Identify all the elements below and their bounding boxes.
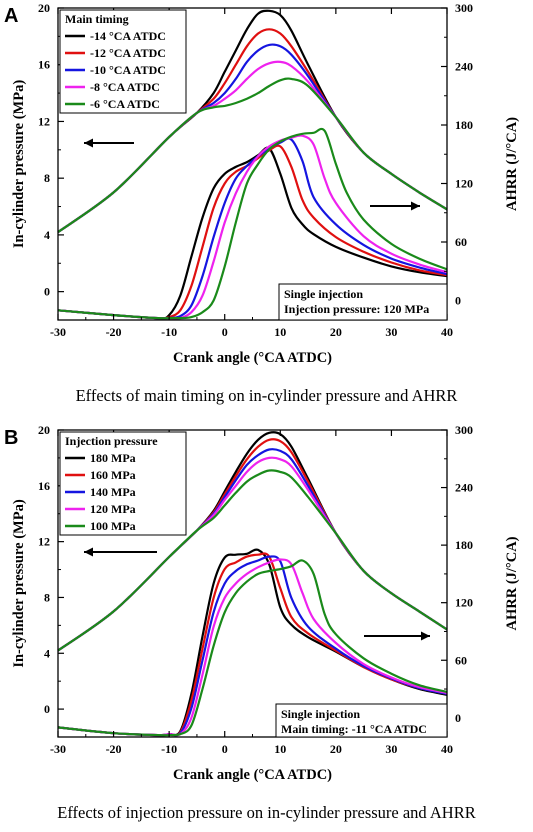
- y2-axis-label: AHRR (J/°CA): [504, 117, 520, 211]
- ahrr-line-0: [57, 146, 448, 320]
- y-tick-label: 8: [44, 590, 50, 604]
- left-axis-arrow-head: [84, 547, 93, 557]
- legend-entry: -6 °CA ATDC: [90, 97, 160, 111]
- y2-tick-label: 120: [455, 596, 473, 610]
- y2-tick-label: 0: [455, 294, 461, 308]
- pressure-line-4: [57, 77, 448, 233]
- legend-title: Main timing: [65, 12, 129, 26]
- y2-tick-label: 240: [455, 60, 473, 74]
- legend-entry: 120 MPa: [90, 502, 136, 516]
- y-tick-label: 16: [38, 58, 50, 72]
- x-tick-label: -30: [50, 742, 66, 756]
- x-tick-label: -30: [50, 325, 66, 339]
- y-tick-label: 0: [44, 702, 50, 716]
- x-tick-label: 30: [385, 325, 397, 339]
- x-tick-label: 40: [441, 325, 453, 339]
- legend-entry: 140 MPa: [90, 485, 136, 499]
- annotation-line: Single injection: [281, 707, 360, 721]
- x-tick-label: -20: [106, 325, 122, 339]
- y2-tick-label: 180: [455, 538, 473, 552]
- x-tick-label: -10: [161, 742, 177, 756]
- y-tick-label: 8: [44, 171, 50, 185]
- annotation-line: Injection pressure: 120 MPa: [284, 302, 429, 316]
- y-tick-label: 16: [38, 479, 50, 493]
- x-axis-label: Crank angle (°CA ATDC): [173, 350, 332, 366]
- y-tick-label: 12: [38, 535, 50, 549]
- panel-label: B: [4, 427, 18, 449]
- x-axis-label: Crank angle (°CA ATDC): [173, 767, 332, 783]
- legend-entry: -12 °CA ATDC: [90, 46, 166, 60]
- y-tick-label: 20: [38, 423, 50, 437]
- legend-entry: -8 °CA ATDC: [90, 80, 160, 94]
- x-tick-label: 0: [222, 742, 228, 756]
- y-tick-label: 4: [44, 646, 50, 660]
- annotation-line: Single injection: [284, 287, 363, 301]
- x-tick-label: 10: [274, 325, 286, 339]
- legend-entry: -14 °CA ATDC: [90, 29, 166, 43]
- annotation-box: [278, 283, 448, 321]
- y-axis-label: In-cylinder pressure (MPa): [11, 80, 27, 249]
- x-tick-label: 40: [441, 742, 453, 756]
- chart-panel-a: A -30 -20 -10 0 10 20 30 40 0 4 8 12 16 20 0 60 120 180 240…: [4, 1, 520, 366]
- caption-panel-a: Effects of main timing on in-cylinder pr…: [75, 386, 458, 405]
- legend-entry: 180 MPa: [90, 451, 136, 465]
- y-axis-label: In-cylinder pressure (MPa): [11, 499, 27, 668]
- annotation-box: [275, 703, 448, 738]
- y2-tick-label: 0: [455, 711, 461, 725]
- annotation-line: Main timing: -11 °CA ATDC: [281, 722, 427, 736]
- chart-panel-b: B -30 -20 -10 0 10 20 30 40 0 4 8 12 16 20 0 60 120 180 240…: [4, 423, 520, 783]
- y2-tick-label: 300: [455, 1, 473, 15]
- legend-box: [59, 9, 187, 114]
- y2-tick-label: 60: [455, 235, 467, 249]
- x-tick-label: -20: [106, 742, 122, 756]
- left-axis-arrow-head: [84, 138, 93, 148]
- y2-tick-label: 240: [455, 481, 473, 495]
- x-tick-label: -10: [161, 325, 177, 339]
- x-tick-label: 30: [385, 742, 397, 756]
- y2-tick-label: 180: [455, 118, 473, 132]
- legend-title: Injection pressure: [65, 434, 158, 448]
- y-tick-label: 4: [44, 228, 50, 242]
- y2-tick-label: 120: [455, 177, 473, 191]
- right-axis-arrow-head: [421, 631, 430, 641]
- right-axis-arrow-head: [411, 201, 420, 211]
- legend-entry: 100 MPa: [90, 519, 136, 533]
- legend-box: [59, 431, 187, 536]
- x-tick-label: 0: [222, 325, 228, 339]
- x-tick-label: 20: [330, 325, 342, 339]
- y-tick-label: 20: [38, 1, 50, 15]
- caption-panel-b: Effects of injection pressure on in-cyli…: [57, 803, 476, 822]
- x-tick-label: 10: [274, 742, 286, 756]
- x-tick-label: 20: [330, 742, 342, 756]
- y2-tick-label: 60: [455, 653, 467, 667]
- ahrr-line-4: [57, 127, 448, 320]
- ahrr-line-4: [57, 559, 448, 737]
- y2-axis-label: AHRR (J/°CA): [504, 536, 520, 630]
- panel-label: A: [4, 5, 18, 27]
- legend-entry: 160 MPa: [90, 468, 136, 482]
- pressure-line-4: [57, 469, 448, 652]
- y2-tick-label: 300: [455, 423, 473, 437]
- y-tick-label: 12: [38, 114, 50, 128]
- legend-entry: -10 °CA ATDC: [90, 63, 166, 77]
- y-tick-label: 0: [44, 285, 50, 299]
